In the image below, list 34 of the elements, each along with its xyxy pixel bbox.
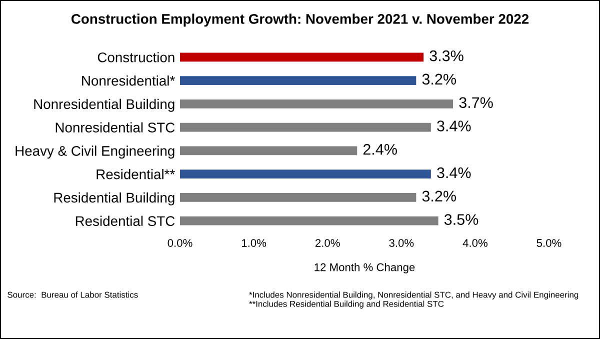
- x-tick-label: 4.0%: [462, 239, 488, 247]
- chart-title: Construction Employment Growth: November 2021 v. November 2022: [71, 14, 529, 27]
- data-label: 2.4%: [363, 144, 397, 155]
- data-label: 3.4%: [437, 120, 471, 132]
- data-label: 3.2%: [422, 74, 456, 85]
- y-tick-label: Nonresidential STC: [56, 122, 175, 132]
- y-tick-label: Nonresidential*: [82, 75, 175, 86]
- x-tick-label: 3.0%: [389, 239, 414, 247]
- x-tick-label: 2.0%: [315, 239, 340, 247]
- data-label: 3.3%: [430, 50, 464, 62]
- bar: [180, 146, 358, 156]
- data-label: 3.4%: [437, 167, 471, 178]
- bar: [180, 99, 454, 108]
- data-label: 3.5%: [444, 214, 478, 225]
- y-tick-label: Heavy & Civil Engineering: [16, 146, 174, 159]
- x-axis-title: 12 Month % Change: [314, 263, 415, 274]
- bar: [180, 52, 424, 62]
- bar: [180, 216, 438, 226]
- bar: [180, 122, 431, 132]
- bar: [180, 76, 416, 85]
- y-tick-label: Nonresidential Building: [34, 98, 174, 112]
- bar: [180, 170, 431, 179]
- data-label: 3.2%: [422, 190, 456, 202]
- y-tick-label: Residential Building: [54, 192, 174, 206]
- text: *Includes Nonresidential Building, Nonresidential STC, and Heavy and Civil Engineering **Includes Residential Building and Residential STC: [249, 292, 578, 309]
- y-tick-label: Residential STC: [76, 216, 175, 226]
- x-tick-label: 0.0%: [168, 239, 192, 247]
- bar: [180, 193, 416, 202]
- y-tick-label: Residential**: [96, 169, 175, 180]
- x-tick-label: 5.0%: [536, 239, 562, 247]
- source-note: Source: Bureau of Labor Statistics: [8, 292, 138, 298]
- x-tick-label: 1.0%: [242, 239, 266, 247]
- y-tick-label: Construction: [98, 52, 174, 62]
- data-label: 3.7%: [459, 97, 493, 108]
